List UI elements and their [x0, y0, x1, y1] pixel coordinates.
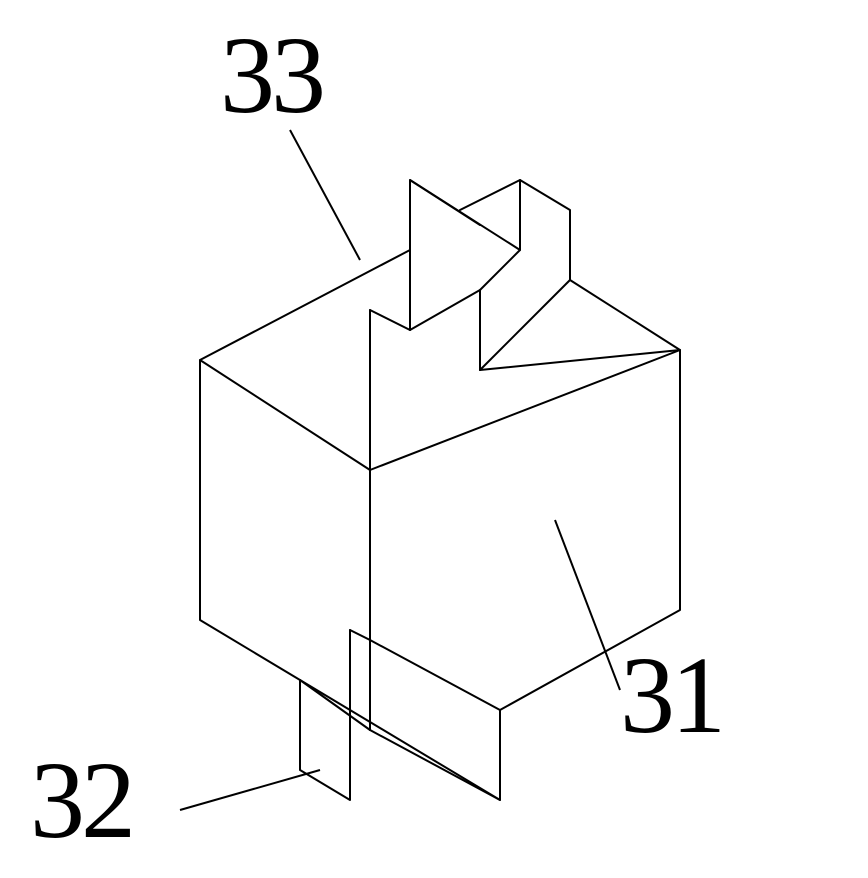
diagram-stage: 33 31 32	[0, 0, 868, 878]
label-32: 32	[30, 745, 132, 855]
label-33: 33	[220, 20, 322, 130]
label-31: 31	[620, 640, 722, 750]
